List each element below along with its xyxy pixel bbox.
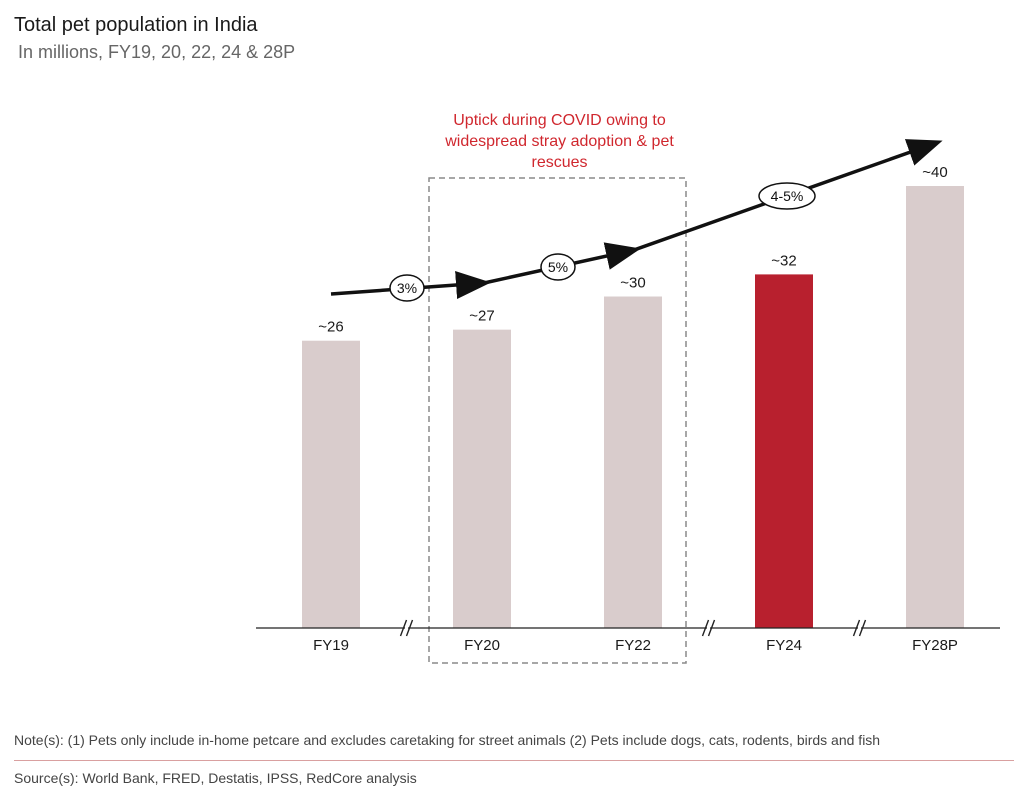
bar-fy22 (604, 296, 662, 628)
value-label: ~26 (318, 319, 343, 336)
growth-label: 4-5% (771, 188, 804, 204)
axis-break-mark (405, 619, 414, 637)
growth-label: 3% (397, 280, 417, 296)
annotation-text-line: Uptick during COVID owing to (453, 112, 666, 129)
bar-fy20 (453, 329, 511, 628)
annotation-box (428, 177, 687, 664)
axis-break-gap (858, 626, 861, 630)
footnote-source: Source(s): World Bank, FRED, Destatis, I… (14, 770, 417, 786)
bar-fy24 (755, 274, 813, 628)
category-label: FY20 (464, 637, 500, 654)
bar-fy19 (302, 340, 360, 628)
category-label: FY24 (766, 637, 802, 654)
category-label: FY22 (615, 637, 651, 654)
bar-fy28p (906, 186, 964, 628)
axis-break-mark (701, 619, 710, 637)
value-label: ~27 (469, 308, 494, 325)
growth-label-ellipse (540, 253, 576, 281)
chart-title: Total pet population in India (14, 14, 258, 36)
axis-break-mark (399, 619, 408, 637)
footer-divider (14, 760, 1014, 761)
value-label: ~32 (771, 252, 796, 269)
axis-break-mark (852, 619, 861, 637)
bar-chart: Uptick during COVID owing to widespread s… (256, 112, 1000, 664)
category-label: FY28P (912, 637, 958, 654)
value-label: ~40 (922, 164, 947, 181)
growth-label-ellipse (758, 182, 816, 210)
annotation-text-line: widespread stray adoption & pet (444, 133, 674, 150)
axis-break-gap (707, 626, 710, 630)
annotation-text-line: rescues (531, 154, 587, 171)
growth-label-ellipse (389, 274, 425, 302)
axis-break-mark (858, 619, 867, 637)
axis-break-mark (707, 619, 716, 637)
value-label: ~30 (620, 275, 645, 292)
footnote-note: Note(s): (1) Pets only include in-home p… (14, 732, 881, 748)
chart-subtitle: In millions, FY19, 20, 22, 24 & 28P (18, 42, 296, 62)
growth-label: 5% (548, 259, 568, 275)
axis-break-gap (405, 626, 408, 630)
category-label: FY19 (313, 637, 349, 654)
